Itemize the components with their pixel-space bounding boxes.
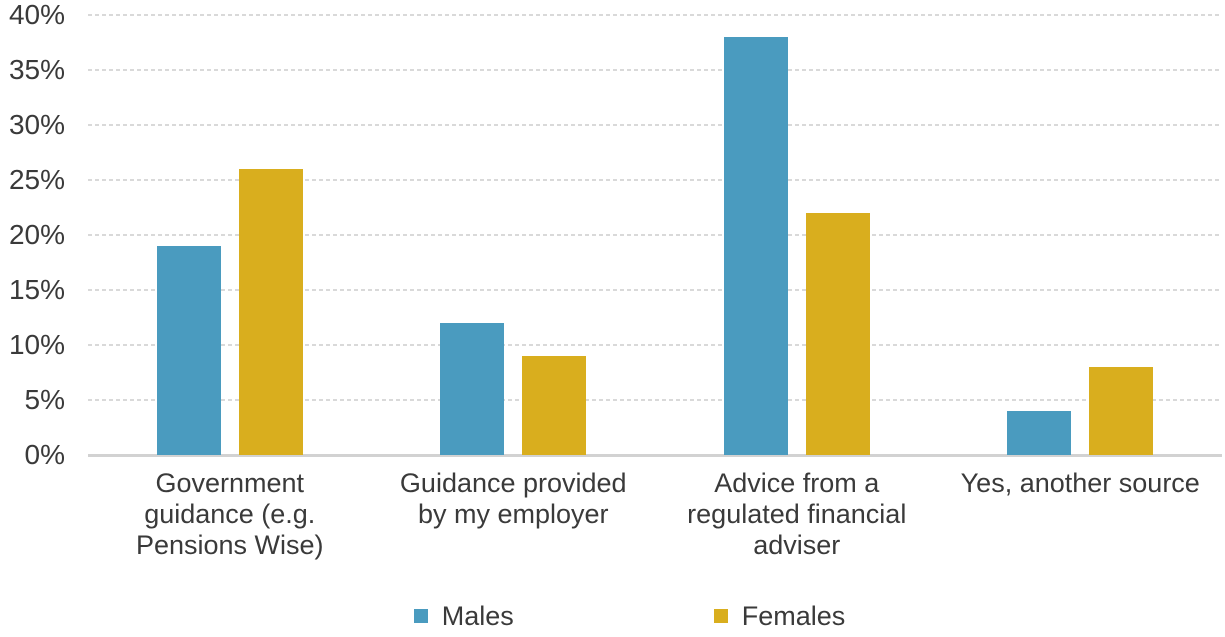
category-label-2: Guidance provided by my employer xyxy=(372,468,656,530)
gridline-10 xyxy=(88,344,1222,346)
gridline-35 xyxy=(88,69,1222,71)
gridline-5 xyxy=(88,399,1222,401)
gridline-20 xyxy=(88,234,1222,236)
bar-females-3 xyxy=(805,213,870,455)
legend-marker-females xyxy=(713,609,728,623)
y-axis: 0% 5% 10% 15% 20% 25% 30% 35% 40% xyxy=(0,0,65,637)
bar-males-1 xyxy=(156,246,221,455)
y-tick-label-10: 10% xyxy=(8,329,65,360)
y-tick-label-35: 35% xyxy=(8,54,65,85)
gridline-30 xyxy=(88,124,1222,126)
bar-females-4 xyxy=(1089,367,1154,455)
bar-males-2 xyxy=(440,323,505,455)
y-tick-label-5: 5% xyxy=(24,384,65,415)
legend: Males Females xyxy=(0,598,1225,634)
plot-area xyxy=(88,14,1222,457)
bar-males-3 xyxy=(723,37,788,455)
category-label-4: Yes, another source xyxy=(939,468,1223,499)
category-label-1: Government guidance (e.g. Pensions Wise) xyxy=(88,468,372,561)
y-tick-label-20: 20% xyxy=(8,219,65,250)
y-tick-label-0: 0% xyxy=(24,439,65,470)
bar-males-4 xyxy=(1007,411,1072,455)
legend-item-females: Females xyxy=(713,600,846,632)
category-label-text: Advice from a regulated financial advise… xyxy=(687,468,907,560)
legend-label-males: Males xyxy=(441,600,514,631)
bar-females-1 xyxy=(238,169,303,455)
category-label-3: Advice from a regulated financial advise… xyxy=(655,468,939,561)
gridline-25 xyxy=(88,179,1222,181)
bar-females-2 xyxy=(522,356,587,455)
gridline-40 xyxy=(88,14,1222,16)
x-axis-labels: Government guidance (e.g. Pensions Wise)… xyxy=(0,468,1225,573)
gridline-15 xyxy=(88,289,1222,291)
y-tick-label-15: 15% xyxy=(8,274,65,305)
y-tick-label-25: 25% xyxy=(8,164,65,195)
x-axis-line xyxy=(88,454,1222,457)
legend-marker-males xyxy=(413,609,428,623)
y-tick-label-40: 40% xyxy=(8,0,65,30)
category-label-text: Yes, another source xyxy=(960,468,1200,498)
category-label-text: Guidance provided by my employer xyxy=(399,468,627,529)
y-tick-label-30: 30% xyxy=(8,109,65,140)
legend-item-males: Males xyxy=(413,600,514,632)
legend-label-females: Females xyxy=(741,600,846,631)
category-label-text: Government guidance (e.g. Pensions Wise) xyxy=(135,468,324,560)
